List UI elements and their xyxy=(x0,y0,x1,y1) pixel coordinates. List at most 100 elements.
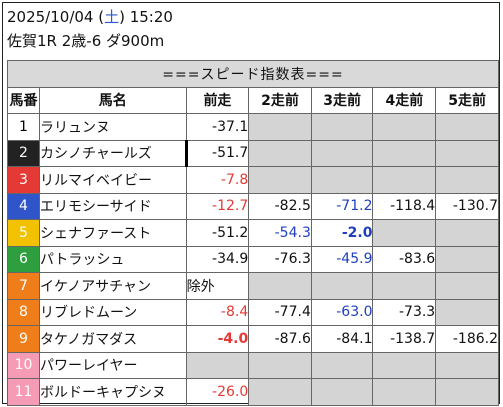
speed-index-cell: -37.1 xyxy=(185,113,250,141)
empty-cell xyxy=(435,113,499,141)
empty-cell xyxy=(435,219,499,247)
race-weekday: 土 xyxy=(104,8,120,26)
horse-number: 2 xyxy=(7,139,40,167)
horse-name: シェナファースト xyxy=(38,219,187,247)
empty-cell xyxy=(372,272,437,300)
speed-index-cell: -130.7 xyxy=(435,192,499,220)
table-row: 4 エリモシーサイド -12.7 -82.5 -71.2 -118.4 -130.7 xyxy=(7,192,499,220)
empty-cell xyxy=(435,298,499,326)
empty-cell xyxy=(372,113,437,141)
table-row: 2 カシノチャールズ -51.7 xyxy=(7,139,499,167)
table-row: 1 ラリュンヌ -37.1 xyxy=(7,113,499,141)
empty-cell xyxy=(372,139,437,167)
speed-index-cell: 除外 xyxy=(185,272,250,300)
horse-number: 11 xyxy=(7,378,40,406)
speed-index-cell: -71.2 xyxy=(310,192,374,220)
speed-index-cell: -83.6 xyxy=(372,245,437,273)
horse-number: 4 xyxy=(7,192,40,220)
table-row: 3 リルマイベイビー -7.8 xyxy=(7,166,499,194)
empty-cell xyxy=(435,139,499,167)
column-header-row: 馬番 馬名 前走 2走前 3走前 4走前 5走前 xyxy=(7,86,499,114)
speed-index-table: ===スピード指数表=== 馬番 馬名 前走 2走前 3走前 4走前 5走前 1 ラリュンヌ -… xyxy=(7,60,499,406)
speed-index-cell: -8.4 xyxy=(185,298,250,326)
column-header: 馬番 xyxy=(7,86,40,114)
table-row: 8 リブレドムーン -8.4 -77.4 -63.0 -73.3 xyxy=(7,298,499,326)
speed-index-cell: -54.3 xyxy=(248,219,312,247)
empty-cell xyxy=(310,351,374,379)
empty-cell xyxy=(372,219,437,247)
horse-name: ラリュンヌ xyxy=(38,113,187,141)
empty-cell xyxy=(248,166,312,194)
speed-index-cell: -73.3 xyxy=(372,298,437,326)
horse-name: パトラッシュ xyxy=(38,245,187,273)
empty-cell xyxy=(310,166,374,194)
empty-cell xyxy=(248,378,312,406)
table-row: 11 ボルドーキャプシヌ -26.0 xyxy=(7,378,499,406)
speed-index-cell: -87.6 xyxy=(248,325,312,353)
speed-index-cell: -77.4 xyxy=(248,298,312,326)
column-header: 5走前 xyxy=(435,86,499,114)
empty-cell xyxy=(372,351,437,379)
horse-number: 7 xyxy=(7,272,40,300)
empty-cell xyxy=(248,139,312,167)
empty-cell xyxy=(435,378,499,406)
horse-name: イケノアサチャン xyxy=(38,272,187,300)
horse-name: カシノチャールズ xyxy=(38,139,188,167)
horse-name: タケノガマダス xyxy=(38,325,187,353)
empty-cell xyxy=(372,166,437,194)
horse-number: 9 xyxy=(7,325,40,353)
empty-cell xyxy=(248,351,312,379)
empty-cell xyxy=(435,351,499,379)
column-header: 馬名 xyxy=(38,86,187,114)
column-header: 2走前 xyxy=(248,86,312,114)
horse-name: ボルドーキャプシヌ xyxy=(38,378,187,406)
speed-index-cell: -118.4 xyxy=(372,192,437,220)
table-row: 10 パワーレイヤー xyxy=(7,351,499,379)
speed-index-cell: -12.7 xyxy=(185,192,250,220)
horse-number: 6 xyxy=(7,245,40,273)
table-body: 1 ラリュンヌ -37.1 2 カシノチャールズ -51.7 3 リルマイベイビー -7.8 4 エ… xyxy=(7,113,499,406)
race-datetime: 2025/10/04 (土) 15:20 xyxy=(7,7,173,27)
column-header: 4走前 xyxy=(372,86,437,114)
speed-index-cell: -51.2 xyxy=(185,219,250,247)
speed-index-cell: -186.2 xyxy=(435,325,499,353)
horse-number: 1 xyxy=(7,113,40,141)
speed-index-cell: -51.7 xyxy=(185,139,250,167)
table-row: 9 タケノガマダス -4.0 -87.6 -84.1 -138.7 -186.2 xyxy=(7,325,499,353)
empty-cell xyxy=(310,113,374,141)
horse-number: 5 xyxy=(7,219,40,247)
speed-index-cell: -4.0 xyxy=(185,325,250,353)
horse-number: 8 xyxy=(7,298,40,326)
table-row: 5 シェナファースト -51.2 -54.3 -2.0 xyxy=(7,219,499,247)
speed-index-cell: -84.1 xyxy=(310,325,374,353)
race-date: 2025/10/04 ( xyxy=(7,8,105,26)
speed-index-cell: -26.0 xyxy=(185,378,250,406)
horse-name: リルマイベイビー xyxy=(38,166,187,194)
empty-cell xyxy=(248,272,312,300)
speed-index-cell: -7.8 xyxy=(185,166,250,194)
speed-index-cell: -34.9 xyxy=(185,245,250,273)
horse-name: エリモシーサイド xyxy=(38,192,187,220)
speed-index-cell: -82.5 xyxy=(248,192,312,220)
table-title: ===スピード指数表=== xyxy=(7,60,499,88)
speed-index-cell: -76.3 xyxy=(248,245,312,273)
table-row: 6 パトラッシュ -34.9 -76.3 -45.9 -83.6 xyxy=(7,245,499,273)
speed-index-cell: -45.9 xyxy=(310,245,374,273)
empty-cell xyxy=(310,272,374,300)
horse-number: 3 xyxy=(7,166,40,194)
empty-cell xyxy=(435,272,499,300)
horse-name: リブレドムーン xyxy=(38,298,187,326)
speed-index-cell: -2.0 xyxy=(310,219,374,247)
speed-index-cell: -63.0 xyxy=(310,298,374,326)
column-header: 前走 xyxy=(185,86,250,114)
empty-cell xyxy=(310,378,374,406)
empty-cell xyxy=(248,113,312,141)
race-time: ) 15:20 xyxy=(119,8,173,26)
horse-name: パワーレイヤー xyxy=(38,351,187,379)
table-row: 7 イケノアサチャン 除外 xyxy=(7,272,499,300)
race-info: 佐賀1R 2歳-6 ダ900m xyxy=(7,32,165,50)
column-header: 3走前 xyxy=(310,86,374,114)
horse-number: 10 xyxy=(7,351,40,379)
empty-cell xyxy=(310,139,374,167)
